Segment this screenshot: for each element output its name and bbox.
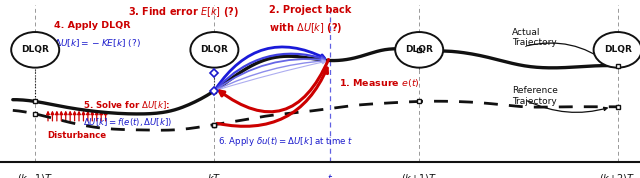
Ellipse shape bbox=[594, 32, 640, 68]
Text: Actual
Trajectory: Actual Trajectory bbox=[512, 28, 557, 47]
Ellipse shape bbox=[396, 32, 444, 68]
Text: $\Delta U[k] = -KE[k]$ (?): $\Delta U[k] = -KE[k]$ (?) bbox=[54, 37, 141, 49]
Text: Reference
Trajectory: Reference Trajectory bbox=[512, 87, 558, 106]
Text: 4. Apply DLQR: 4. Apply DLQR bbox=[54, 21, 131, 30]
Text: DLQR: DLQR bbox=[405, 45, 433, 54]
Text: $(k{+}1)T$: $(k{+}1)T$ bbox=[401, 172, 437, 178]
Text: with $\Delta U[k]$ (?): with $\Delta U[k]$ (?) bbox=[269, 21, 342, 35]
Text: $(k{+}2)T$: $(k{+}2)T$ bbox=[600, 172, 636, 178]
Text: 2. Project back: 2. Project back bbox=[269, 5, 351, 15]
Text: 5. Solve for $\Delta U[k]$:: 5. Solve for $\Delta U[k]$: bbox=[83, 100, 170, 111]
Ellipse shape bbox=[191, 32, 239, 68]
Text: 6. Apply $\delta u(t){=}\Delta U[k]$ at time $t$: 6. Apply $\delta u(t){=}\Delta U[k]$ at … bbox=[218, 135, 353, 148]
Text: Disturbance: Disturbance bbox=[47, 131, 106, 140]
Text: $\Delta U[k] = f(e(t),\Delta U[k])$: $\Delta U[k] = f(e(t),\Delta U[k])$ bbox=[83, 116, 172, 128]
Text: $(k{-}1)T$: $(k{-}1)T$ bbox=[17, 172, 53, 178]
Text: $kT$: $kT$ bbox=[207, 172, 221, 178]
Text: 1. Measure $e(t)$: 1. Measure $e(t)$ bbox=[339, 77, 420, 88]
Ellipse shape bbox=[12, 32, 60, 68]
Text: DLQR: DLQR bbox=[604, 45, 632, 54]
Text: 3. Find error $E[k]$ (?): 3. Find error $E[k]$ (?) bbox=[128, 5, 239, 19]
Text: DLQR: DLQR bbox=[200, 45, 228, 54]
Text: $t$: $t$ bbox=[326, 172, 333, 178]
Text: DLQR: DLQR bbox=[21, 45, 49, 54]
